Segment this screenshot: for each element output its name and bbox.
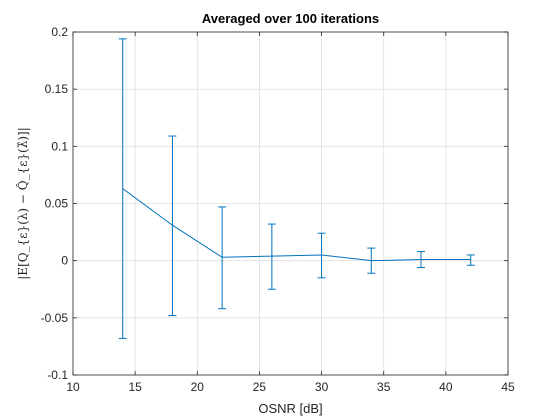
y-tick-label: 0.1 <box>51 139 68 153</box>
y-tick-label: -0.05 <box>41 311 69 325</box>
x-tick-label: 45 <box>501 380 515 394</box>
x-tick-label: 10 <box>66 380 80 394</box>
error-bar <box>118 38 127 339</box>
y-axis-label: |E[Q_{ε}(λ) − Q̂_{ε}(λ̂)]| <box>15 127 30 279</box>
error-bar <box>317 232 326 279</box>
y-tick-label: 0 <box>61 254 68 268</box>
x-tick-label: 35 <box>377 380 391 394</box>
series-line <box>122 188 471 262</box>
error-bar <box>417 251 425 269</box>
error-bar <box>168 135 177 317</box>
y-tick-label: 0.2 <box>51 25 68 39</box>
x-tick-label: 30 <box>315 380 329 394</box>
x-tick-label: 40 <box>439 380 453 394</box>
error-bar <box>367 247 376 274</box>
y-tick-label: -0.1 <box>47 368 68 382</box>
error-bar <box>466 254 475 266</box>
x-tick-label: 25 <box>253 380 267 394</box>
x-axis-label: OSNR [dB] <box>258 401 322 416</box>
ticks: 10 15 20 25 30 35 40 45 -0.1 -0.05 0 0.05 0.1 0.15 0.2 <box>41 25 515 394</box>
x-tick-label: 15 <box>128 380 142 394</box>
error-bar <box>218 206 227 310</box>
x-tick-label: 20 <box>191 380 205 394</box>
error-bar <box>267 223 276 290</box>
y-tick-label: 0.05 <box>45 197 69 211</box>
chart-title: Averaged over 100 iterations <box>202 11 379 26</box>
data-layer <box>118 38 475 339</box>
y-tick-label: 0.15 <box>45 82 69 96</box>
